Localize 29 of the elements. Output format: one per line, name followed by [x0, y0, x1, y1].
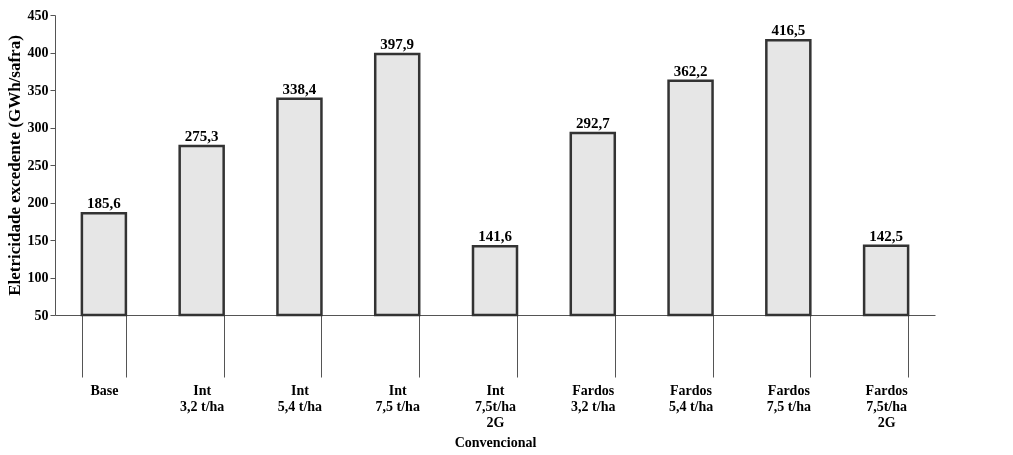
y-tick-label: 50	[34, 307, 49, 323]
data-label: 416,5	[771, 22, 806, 39]
x-axis-title: Convencional	[454, 434, 537, 450]
data-label: 338,4	[282, 80, 317, 97]
data-label: 292,7	[575, 114, 611, 131]
y-tick-label: 250	[27, 157, 49, 173]
x-tick-label: Fardos 7,5t/ha 2G	[865, 382, 909, 430]
y-tick-label: 100	[27, 270, 49, 285]
y-tick-label: 400	[27, 45, 49, 60]
y-tick-label: 150	[27, 232, 49, 248]
x-tick-label: Int 7,5t/ha 2G	[475, 382, 516, 430]
data-label: 362,2	[673, 62, 708, 79]
y-tick-label: 200	[27, 195, 49, 210]
data-label: 397,9	[380, 36, 415, 53]
y-tick-label: 450	[27, 7, 49, 23]
y-axis-title: Eletricidade excedente (GWh/safra)	[4, 35, 24, 296]
x-tick-label: Fardos 3,2 t/ha	[571, 382, 616, 414]
x-tick-label: Fardos 5,4 t/ha	[668, 382, 714, 414]
y-tick-label: 300	[27, 120, 49, 135]
x-tick-label: Int 5,4 t/ha	[277, 382, 323, 414]
x-tick-label: Int 7,5 t/ha	[375, 382, 420, 414]
data-label: 185,6	[87, 195, 122, 212]
data-label: 141,6	[478, 228, 513, 245]
data-label: 142,5	[869, 227, 903, 244]
data-label: 275,3	[184, 128, 219, 145]
x-tick-label: Int 3,2 t/ha	[179, 382, 225, 414]
x-tick-label: Fardos 7,5 t/ha	[766, 382, 812, 414]
x-tick-label: Base	[90, 382, 119, 398]
y-tick-label: 350	[27, 82, 49, 98]
